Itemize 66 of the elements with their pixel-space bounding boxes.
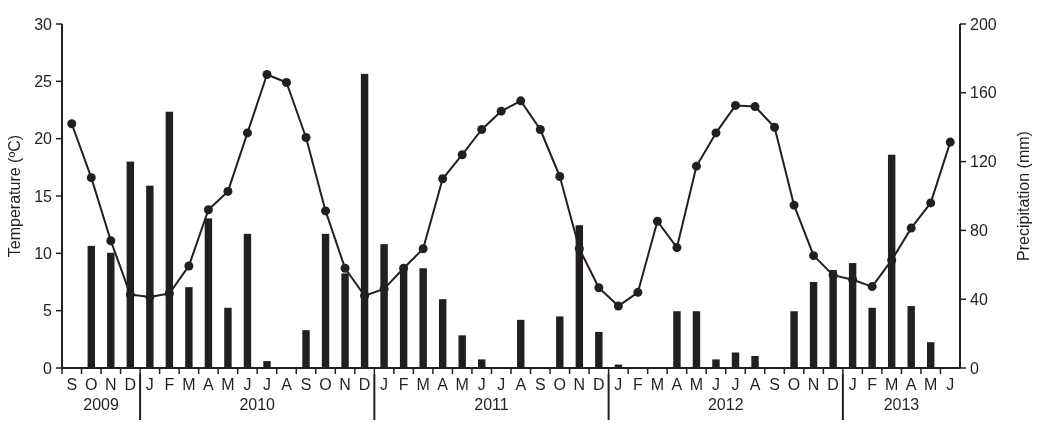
text: 2009: [83, 396, 119, 413]
x-tick-label: A: [203, 376, 215, 393]
x-tick-label: M: [650, 376, 665, 393]
x-tick-label: O: [787, 376, 801, 393]
x-tick-label: J: [380, 376, 389, 393]
x-tick-label: A: [905, 376, 917, 393]
x-tick-label: J: [497, 376, 506, 393]
x-tick-label: J: [946, 376, 955, 393]
y2-tick-label: 160: [970, 84, 997, 102]
x-tick-label: O: [85, 376, 98, 393]
text: 2013: [883, 396, 920, 413]
y-axis-title: Temperature (ºC): [6, 134, 23, 258]
y-tick-label: 10: [34, 244, 53, 262]
x-tick-label: J: [262, 376, 271, 393]
x-tick-label: A: [749, 376, 761, 393]
x-tick-label: J: [243, 376, 252, 393]
x-tick-label: O: [319, 376, 332, 393]
x-tick-label: A: [437, 376, 449, 393]
y-tick-label: 25: [34, 72, 53, 90]
x-tick-label: S: [300, 376, 312, 393]
x-tick-label: A: [281, 376, 293, 393]
y2-tick-label: 80: [970, 222, 988, 239]
y-tick-label: 15: [34, 187, 53, 205]
x-tick-label: J: [477, 376, 486, 393]
text: 2012: [707, 396, 744, 413]
x-tick-label: D: [124, 376, 137, 393]
x-tick-label: D: [593, 376, 605, 393]
x-tick-label: M: [221, 376, 235, 393]
y-tick-label: 30: [34, 15, 53, 33]
x-tick-label: N: [339, 376, 351, 393]
y2-tick-label: 40: [970, 290, 988, 308]
x-tick-label: S: [534, 376, 546, 393]
x-tick-label: S: [66, 376, 78, 393]
x-tick-label: M: [182, 376, 196, 393]
x-tick-label: M: [416, 376, 430, 393]
x-tick-label: N: [573, 376, 586, 393]
x-tick-label: F: [398, 376, 409, 393]
y-tick-label: 0: [43, 359, 53, 377]
x-tick-label: M: [885, 376, 899, 393]
x-tick-label: D: [358, 376, 371, 393]
y2-axis-title: Precipitation (mm): [1015, 131, 1032, 261]
x-tick-label: F: [164, 376, 175, 393]
x-tick-label: N: [807, 376, 820, 393]
x-tick-label: F: [633, 376, 643, 393]
x-tick-label: S: [769, 376, 780, 393]
y2-tick-label: 120: [970, 153, 997, 171]
text: 2011: [474, 396, 509, 413]
x-tick-label: A: [671, 376, 683, 393]
x-tick-label: N: [105, 376, 117, 393]
x-tick-label: O: [553, 376, 567, 393]
text: 2010: [239, 396, 276, 413]
x-tick-label: J: [711, 376, 720, 393]
x-tick-label: J: [731, 376, 740, 393]
y-tick-label: 5: [43, 302, 53, 320]
x-tick-label: J: [145, 376, 154, 393]
y-tick-label: 20: [34, 130, 53, 148]
x-tick-label: F: [867, 376, 878, 393]
x-tick-label: M: [924, 376, 938, 393]
y2-tick-label: 0: [970, 359, 979, 377]
x-tick-label: A: [515, 376, 527, 393]
x-tick-label: M: [689, 376, 704, 393]
x-tick-label: M: [455, 376, 469, 393]
x-tick-label: J: [614, 376, 623, 393]
y2-tick-label: 200: [970, 15, 997, 33]
x-tick-label: J: [848, 376, 857, 393]
x-tick-label: D: [827, 376, 839, 393]
